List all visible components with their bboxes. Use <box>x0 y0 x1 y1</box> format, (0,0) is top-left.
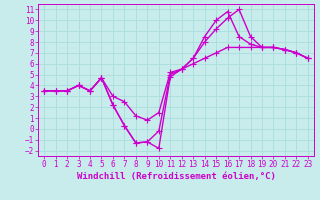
X-axis label: Windchill (Refroidissement éolien,°C): Windchill (Refroidissement éolien,°C) <box>76 172 276 181</box>
